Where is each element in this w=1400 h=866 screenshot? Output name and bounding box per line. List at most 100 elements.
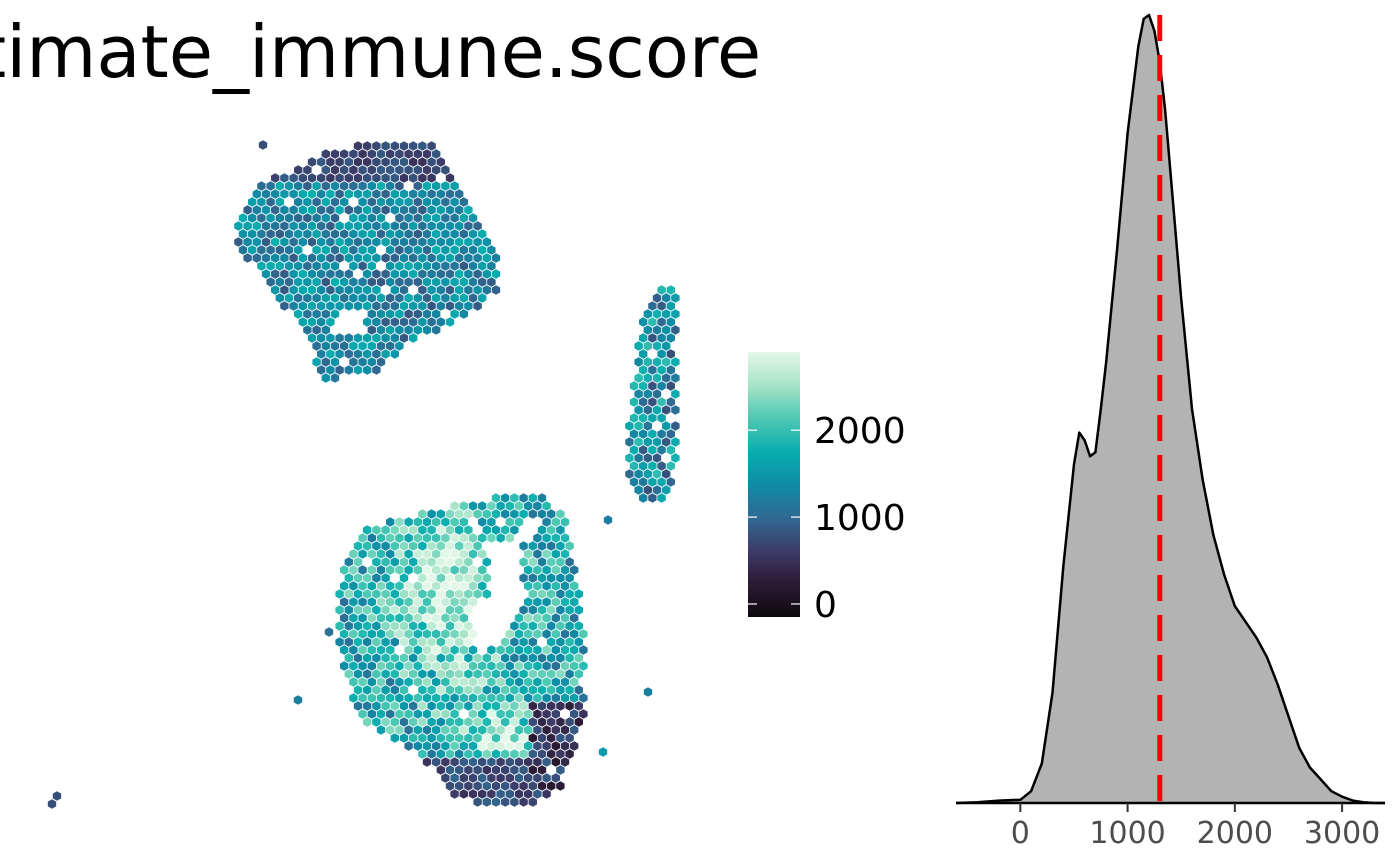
spot [321,293,330,303]
spot [510,749,519,759]
spot [413,149,422,159]
spot [376,341,386,351]
spot [468,725,478,735]
spot [344,653,353,663]
spot [639,349,648,359]
spot [450,565,459,575]
spot [648,397,657,407]
spot [422,229,432,239]
spot [542,709,551,719]
spot [390,605,399,615]
spot [312,309,321,319]
spot [657,477,666,487]
spot [533,709,542,719]
spot [399,301,409,311]
spot [648,333,657,343]
spot [496,533,505,543]
spot [395,229,404,239]
spot [376,565,386,575]
spot [409,221,418,231]
spot [386,693,395,703]
spot [353,285,363,295]
spot [468,245,478,255]
spot [556,605,565,615]
spot [482,733,491,743]
spot [413,309,422,319]
spot [491,253,501,263]
spot [432,293,441,303]
spot [551,645,560,655]
spot [491,269,501,279]
spot [657,461,666,471]
spot [551,773,560,783]
spot [436,525,445,535]
spot [560,645,570,655]
spot [395,341,404,351]
spot [418,653,427,663]
spot [473,285,482,295]
spot [349,229,358,239]
spot [432,725,441,735]
spot [317,269,326,279]
spot [376,581,386,591]
spot [340,165,349,175]
spot [367,277,376,287]
spot [505,709,514,719]
spot [533,597,542,607]
spot [404,613,413,623]
spot [390,637,399,647]
spot [317,349,326,359]
spot [344,205,353,215]
spot [381,573,390,583]
spot [367,629,376,639]
spot [491,285,501,295]
spot [478,757,487,767]
spot [491,685,501,695]
spot [372,717,381,727]
spot [473,669,482,679]
spot [468,565,478,575]
spot [537,605,547,615]
spot [441,261,450,271]
spot [413,261,422,271]
spot [625,469,634,479]
spot [404,741,413,751]
spot [432,741,441,751]
spot [441,245,450,255]
spot [666,445,675,455]
spot [386,677,395,687]
spot [487,501,496,511]
spot [390,621,399,631]
spot [501,685,510,695]
spot [455,749,464,759]
spot [436,557,445,567]
spot [363,269,372,279]
spot [441,693,450,703]
spot [533,533,542,543]
spot [496,645,505,655]
spot [505,645,514,655]
spot [344,365,353,375]
spot [441,581,450,591]
spot [367,645,376,655]
spot [634,421,643,431]
spot [312,341,321,351]
spot [464,621,473,631]
spot [478,661,487,671]
spot [450,709,459,719]
spot [473,269,482,279]
spot [551,709,560,719]
spot [353,141,363,151]
spot [358,565,367,575]
spot [524,613,533,623]
spot [418,173,427,183]
spot [542,789,551,799]
spot [349,261,358,271]
spot [358,549,367,559]
spot [294,261,303,271]
spot [662,325,671,335]
spot [413,565,422,575]
spot [298,205,307,215]
spot [657,445,666,455]
spot [363,333,372,343]
